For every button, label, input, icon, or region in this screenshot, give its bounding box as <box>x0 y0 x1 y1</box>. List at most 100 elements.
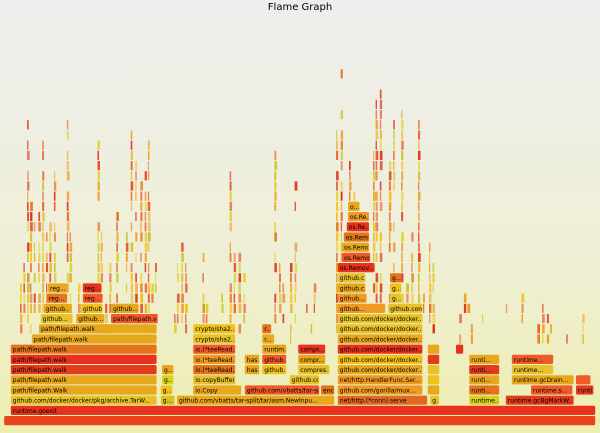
flame-frame[interactable]: io.Copy <box>193 385 242 395</box>
flame-frame[interactable]: g... <box>160 385 173 395</box>
flame-frame[interactable]: runtime... <box>469 395 500 405</box>
frame-bar[interactable] <box>390 283 402 293</box>
flame-frame[interactable] <box>427 385 440 395</box>
flame-frame[interactable]: github.com/docker/docker... <box>337 314 424 324</box>
frame-bar[interactable] <box>43 303 71 313</box>
frame-bar[interactable] <box>337 303 386 313</box>
frame-bar[interactable] <box>160 385 173 395</box>
flame-frame[interactable]: os.Remo... <box>342 242 376 252</box>
flame-frame[interactable]: reg... <box>82 293 103 303</box>
flame-frame[interactable]: net/http.(*conn).serve <box>337 395 428 405</box>
flame-frame[interactable]: runtime... <box>511 365 554 375</box>
flame-frame[interactable]: github... <box>337 303 386 313</box>
frame-bar[interactable] <box>262 324 272 334</box>
frame-bar[interactable] <box>4 416 596 426</box>
flame-frame[interactable]: github... <box>76 314 105 324</box>
frame-bar[interactable] <box>343 232 369 242</box>
flame-frame[interactable] <box>456 344 464 354</box>
flame-frame[interactable]: runtim... <box>262 344 290 354</box>
flame-frame[interactable]: github.com/docker/docker/pkg/archive.Tar… <box>10 395 157 405</box>
flame-frame[interactable]: os.Remo... <box>343 232 378 242</box>
flame-frame[interactable]: path/filepath.walk <box>39 324 157 334</box>
frame-bar[interactable] <box>337 334 423 344</box>
frame-bar[interactable] <box>346 222 369 232</box>
flame-frame[interactable]: g... <box>430 395 442 405</box>
flame-frame[interactable]: path/filepath.Walk <box>10 385 157 395</box>
frame-bar[interactable] <box>427 354 440 364</box>
frame-bar[interactable] <box>337 365 423 375</box>
flame-frame[interactable] <box>576 375 591 385</box>
flame-frame[interactable]: os.Remo... <box>342 252 376 262</box>
flame-frame[interactable]: runtime.s... <box>531 385 573 395</box>
frame-bar[interactable] <box>244 385 320 395</box>
flame-frame[interactable]: runtime.gcBgMarkW... <box>505 395 574 405</box>
frame-bar[interactable] <box>10 344 157 354</box>
flame-frame[interactable] <box>427 375 440 385</box>
frame-bar[interactable] <box>337 354 423 364</box>
flame-frame[interactable]: github... <box>43 303 71 313</box>
frame-bar[interactable] <box>289 375 320 385</box>
flame-frame[interactable]: os.Re... <box>348 212 372 222</box>
flame-frame[interactable]: g... <box>162 365 174 375</box>
flame-frame[interactable]: g... <box>390 293 402 303</box>
flame-frame[interactable]: io.copyBuffer <box>193 375 236 385</box>
frame-bar[interactable] <box>193 344 236 354</box>
frame-bar[interactable] <box>39 324 157 334</box>
flame-frame[interactable]: runtime.gcDrain... <box>511 375 574 385</box>
frame-bar[interactable] <box>576 385 594 395</box>
flame-frame[interactable]: compr... <box>298 354 326 364</box>
flame-frame[interactable]: github.com/vbatts/tar-split/tar/asm.NewI… <box>177 395 335 405</box>
flame-frame[interactable]: github... <box>337 293 367 303</box>
frame-bar[interactable] <box>337 293 367 303</box>
frame-bar[interactable] <box>162 365 174 375</box>
frame-bar[interactable] <box>511 354 554 364</box>
flame-frame[interactable]: has... <box>244 354 263 364</box>
frame-bar[interactable] <box>81 303 103 313</box>
frame-bar[interactable] <box>469 395 500 405</box>
frame-bar[interactable] <box>511 365 554 375</box>
flame-frame[interactable]: os.Re... <box>346 222 371 232</box>
flame-frame[interactable]: o... <box>348 201 360 211</box>
flame-frame[interactable]: os.Remov... <box>337 263 375 273</box>
flame-frame[interactable]: r... <box>262 334 275 344</box>
frame-bar[interactable] <box>337 314 423 324</box>
frame-bar[interactable] <box>321 385 335 395</box>
flame-frame[interactable]: path/filepath.walk <box>10 365 157 375</box>
frame-bar[interactable] <box>10 354 157 364</box>
flame-frame[interactable]: reg... <box>82 283 102 293</box>
frame-bar[interactable] <box>193 375 236 385</box>
frame-bar[interactable] <box>427 365 440 375</box>
flame-frame[interactable]: g... <box>390 273 402 283</box>
frame-bar[interactable] <box>244 354 260 364</box>
flame-frame[interactable]: github.com... <box>289 375 332 385</box>
frame-bar[interactable] <box>193 385 242 395</box>
frame-bar[interactable] <box>10 385 157 395</box>
flame-frame[interactable]: io.(*teeRead... <box>193 344 238 354</box>
frame-bar[interactable] <box>262 365 287 375</box>
frame-bar[interactable] <box>337 385 423 395</box>
frame-bar[interactable] <box>40 314 73 324</box>
frame-bar[interactable] <box>298 354 326 364</box>
frame-bar[interactable] <box>298 344 326 354</box>
flame-frame[interactable]: runtime.goexit <box>10 405 596 415</box>
flame-frame[interactable]: compr... <box>298 344 326 354</box>
frame-bar[interactable] <box>111 314 157 324</box>
flame-frame[interactable]: github.com/v... <box>262 365 309 375</box>
flame-frame[interactable]: g... <box>160 395 175 405</box>
flame-frame[interactable] <box>427 344 440 354</box>
flame-frame[interactable]: runtime... <box>511 354 554 364</box>
frame-bar[interactable] <box>337 395 428 405</box>
frame-bar[interactable] <box>337 283 366 293</box>
frame-bar[interactable] <box>456 344 464 354</box>
flame-frame[interactable]: runtime... <box>576 385 600 395</box>
frame-bar[interactable] <box>160 395 175 405</box>
flame-frame[interactable]: runti... <box>469 385 500 395</box>
flame-frame[interactable]: encoding/j... <box>321 385 360 395</box>
frame-bar[interactable] <box>298 365 330 375</box>
flame-frame[interactable]: path/filepath.walk <box>10 354 157 364</box>
flame-frame[interactable]: github.com/docker/docker... <box>337 344 424 354</box>
flame-frame[interactable]: github.com/docker/docker... <box>337 334 424 344</box>
flame-frame[interactable]: net/http.HandlerFunc.Ser... <box>337 375 423 385</box>
flame-frame[interactable]: github.com/d... <box>388 303 436 313</box>
flame-frame[interactable]: runti... <box>469 365 500 375</box>
